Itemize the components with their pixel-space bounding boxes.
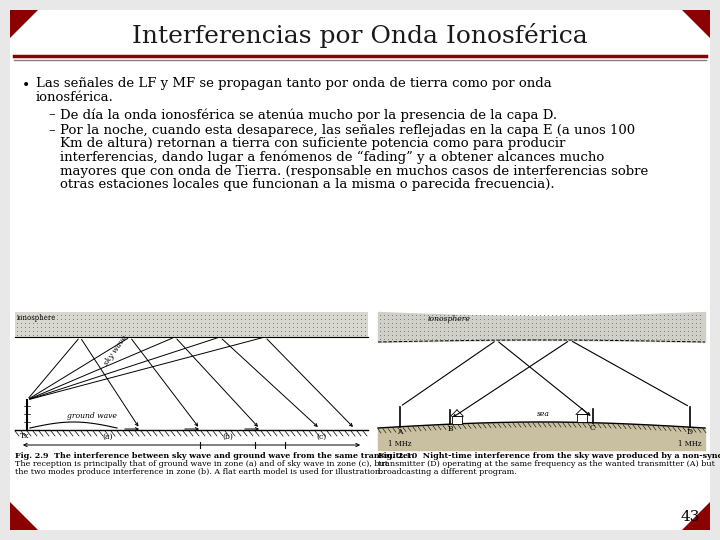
Polygon shape [10,10,38,38]
Text: ground wave: ground wave [67,412,117,420]
Text: –: – [48,108,55,121]
Polygon shape [682,502,710,530]
Text: ionosphere: ionosphere [428,315,471,323]
Text: Tx: Tx [20,432,30,440]
Text: C: C [590,424,596,431]
Text: sky wave: sky wave [102,334,129,367]
FancyBboxPatch shape [15,312,368,337]
Text: broadcasting a different program.: broadcasting a different program. [378,468,517,476]
Text: Por la noche, cuando esta desaparece, las señales reflejadas en la capa E (a uno: Por la noche, cuando esta desaparece, la… [60,124,635,137]
Text: (b): (b) [222,433,233,441]
Text: sea: sea [536,410,549,418]
Text: –: – [48,124,55,137]
Text: mayores que con onda de Tierra. (responsable en muchos casos de interferencias s: mayores que con onda de Tierra. (respons… [60,165,648,178]
Polygon shape [682,10,710,38]
FancyBboxPatch shape [452,416,462,424]
Text: Fig. 2.10  Night-time interference from the sky wave produced by a non-synchroni: Fig. 2.10 Night-time interference from t… [378,452,720,460]
FancyBboxPatch shape [577,414,587,422]
Text: B: B [447,425,453,433]
Text: 1 MHz: 1 MHz [388,440,412,448]
Polygon shape [10,502,38,530]
Text: Fig. 2.9  The interference between sky wave and ground wave from the same transm: Fig. 2.9 The interference between sky wa… [15,452,414,460]
Text: Interferencias por Onda Ionosférica: Interferencias por Onda Ionosférica [132,23,588,48]
Text: transmitter (D) operating at the same frequency as the wanted transmitter (A) bu: transmitter (D) operating at the same fr… [378,460,715,468]
Text: ionosphere: ionosphere [17,314,56,322]
Text: 43: 43 [680,510,700,524]
Text: (c): (c) [316,433,327,441]
Text: (a): (a) [102,433,113,441]
Text: D: D [687,428,693,436]
Text: De día la onda ionosférica se atenúa mucho por la presencia de la capa D.: De día la onda ionosférica se atenúa muc… [60,108,557,122]
Text: Km de altura) retornan a tierra con suficiente potencia como para producir: Km de altura) retornan a tierra con sufi… [60,138,565,151]
Text: otras estaciones locales que funcionan a la misma o parecida frecuencia).: otras estaciones locales que funcionan a… [60,178,554,191]
Text: •: • [22,78,30,92]
Text: Las señales de LF y MF se propagan tanto por onda de tierra como por onda: Las señales de LF y MF se propagan tanto… [36,77,552,90]
Text: interferencias, dando lugar a fenómenos de “fading” y a obtener alcances mucho: interferencias, dando lugar a fenómenos … [60,151,604,165]
Text: A: A [397,428,402,436]
Text: ionosférica.: ionosférica. [36,91,114,104]
FancyBboxPatch shape [10,10,710,530]
Text: 1 MHz: 1 MHz [678,440,702,448]
Text: The reception is principally that of ground wave in zone (a) and of sky wave in : The reception is principally that of gro… [15,460,388,468]
Text: the two modes produce interference in zone (b). A flat earth model is used for i: the two modes produce interference in zo… [15,468,382,476]
